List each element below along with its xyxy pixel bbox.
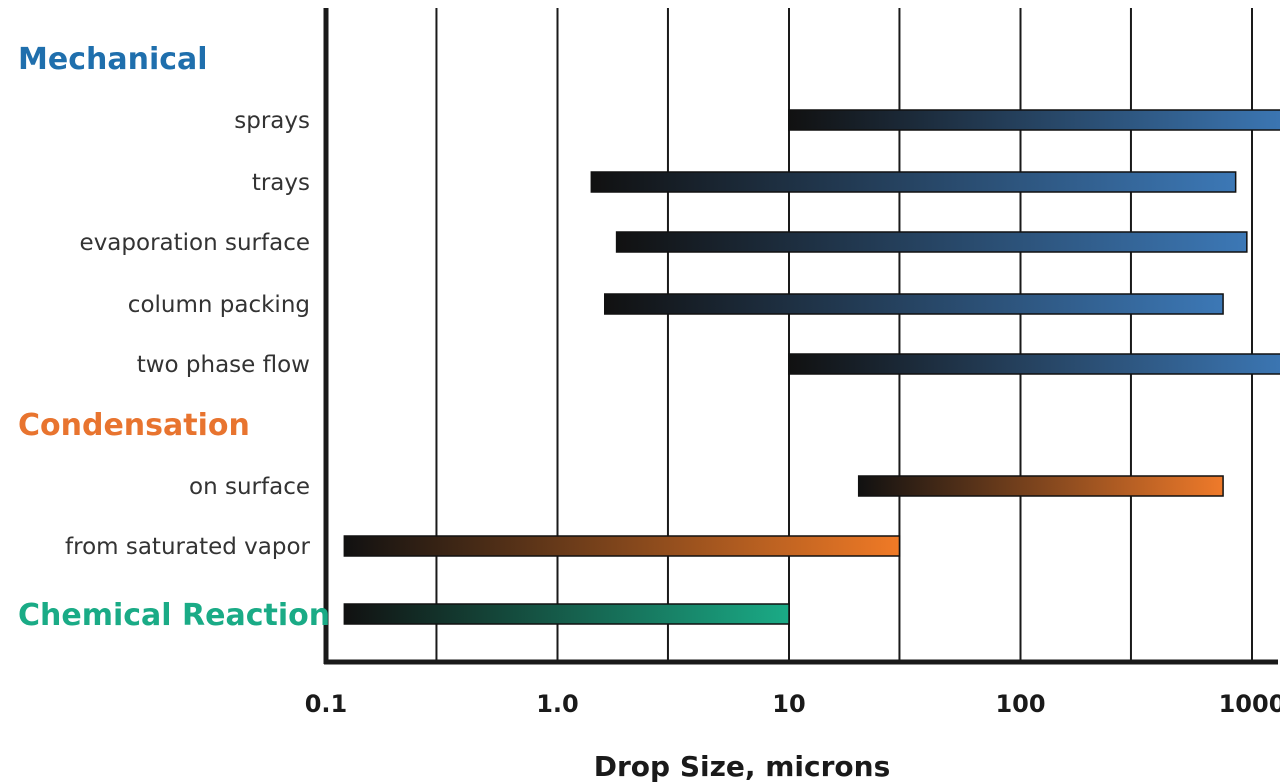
row-label-from-saturated-vapor: from saturated vapor: [65, 534, 311, 560]
bar-on-surface: [857, 475, 1224, 497]
row-labels: Mechanical sprays trays evaporation surface…: [18, 42, 330, 633]
row-label-two-phase-flow: two phase flow: [137, 352, 310, 378]
x-axis-title: Drop Size, microns: [594, 750, 891, 783]
bar-sprays: [788, 109, 1280, 131]
x-tick-labels: 0.1 1.0 10 100 1000: [305, 690, 1280, 718]
bar-two-phase-flow: [788, 353, 1280, 375]
group-label-chemical-reaction: Chemical Reaction: [18, 598, 330, 633]
bar-from-saturated-vapor: [343, 535, 901, 557]
x-tick-label-4: 1000: [1219, 690, 1280, 718]
row-label-sprays: sprays: [234, 108, 310, 134]
bar-chemical-reaction: [343, 603, 790, 625]
x-tick-label-2: 10: [772, 690, 805, 718]
x-tick-label-3: 100: [995, 690, 1045, 718]
bar-trays: [590, 171, 1237, 193]
range-bars: [343, 109, 1280, 625]
x-tick-label-0: 0.1: [305, 690, 348, 718]
row-label-on-surface: on surface: [189, 474, 310, 500]
bar-column-packing: [604, 293, 1224, 315]
group-label-condensation: Condensation: [18, 408, 250, 443]
axes: [323, 8, 1278, 665]
x-tick-label-1: 1.0: [536, 690, 579, 718]
row-label-trays: trays: [252, 170, 310, 196]
row-label-column-packing: column packing: [128, 292, 310, 318]
gridlines: [435, 8, 1253, 662]
bar-evaporation-surface: [615, 231, 1248, 253]
row-label-evaporation-surface: evaporation surface: [80, 230, 310, 256]
group-label-mechanical: Mechanical: [18, 42, 208, 77]
